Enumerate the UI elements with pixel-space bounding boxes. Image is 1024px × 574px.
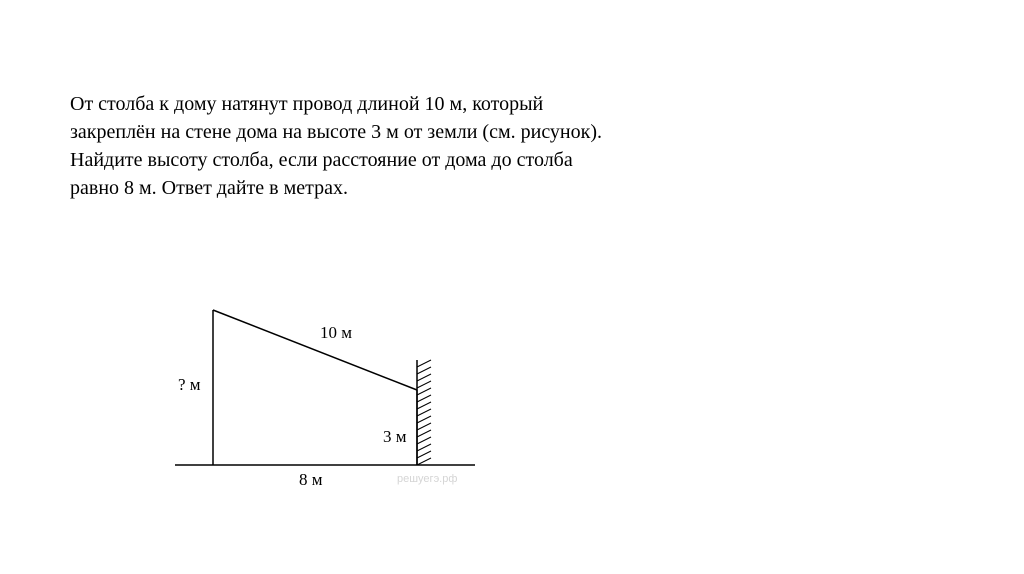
problem-line-3: Найдите высоту столба, если расстояние о… bbox=[70, 146, 602, 174]
problem-line-2: закреплён на стене дома на высоте 3 м от… bbox=[70, 118, 602, 146]
problem-line-1: От столба к дому натянут провод длиной 1… bbox=[70, 90, 602, 118]
ground-distance-label: 8 м bbox=[299, 470, 323, 489]
problem-line-4: равно 8 м. Ответ дайте в метрах. bbox=[70, 174, 602, 202]
wire-label: 10 м bbox=[320, 323, 352, 342]
wire-line bbox=[213, 310, 417, 390]
problem-statement: От столба к дому натянут провод длиной 1… bbox=[70, 90, 602, 202]
wall-hatching bbox=[417, 360, 431, 465]
geometry-diagram: 10 м ? м 3 м 8 м решуегэ.рф bbox=[175, 290, 635, 510]
pole-height-label: ? м bbox=[178, 375, 201, 394]
diagram-svg: 10 м ? м 3 м 8 м решуегэ.рф bbox=[175, 290, 635, 510]
wall-height-label: 3 м bbox=[383, 427, 407, 446]
watermark-text: решуегэ.рф bbox=[397, 473, 457, 485]
